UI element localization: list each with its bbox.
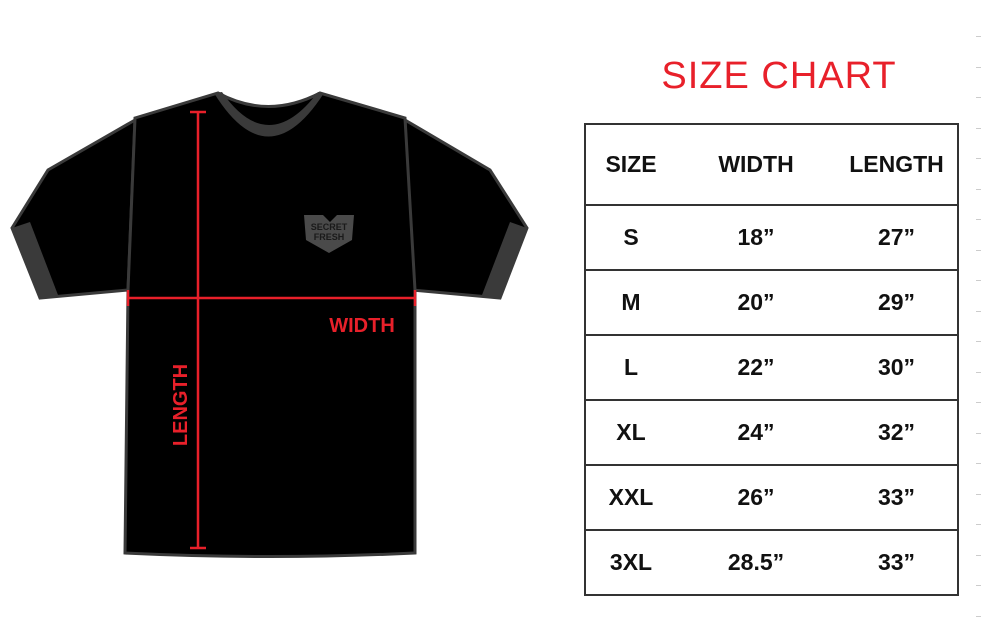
ruler-tick xyxy=(976,219,981,220)
cell-width: 26” xyxy=(676,465,836,531)
ruler-ticks xyxy=(976,0,981,642)
cell-width: 18” xyxy=(676,205,836,271)
ruler-tick xyxy=(976,432,981,434)
cell-size: M xyxy=(585,270,676,336)
svg-text:FRESH: FRESH xyxy=(314,232,345,242)
width-label: WIDTH xyxy=(329,315,395,337)
cell-length: 27” xyxy=(836,205,958,271)
size-chart-title: SIZE CHART xyxy=(661,55,897,97)
ruler-tick xyxy=(976,402,981,403)
cell-width: 20” xyxy=(676,270,836,336)
ruler-tick xyxy=(976,188,981,190)
cell-length: 29” xyxy=(836,270,958,336)
tshirt-illustration: SECRET FRESH WIDTH LENGTH xyxy=(10,91,529,558)
secret-fresh-logo: SECRET FRESH xyxy=(304,215,354,253)
collar xyxy=(214,92,324,137)
cell-size: L xyxy=(585,335,676,401)
ruler-tick xyxy=(976,97,981,98)
table-row: L 22” 30” xyxy=(585,335,958,401)
cell-length: 30” xyxy=(836,335,958,401)
cell-width: 24” xyxy=(676,400,836,466)
size-chart-table: SIZE WIDTH LENGTH S 18” 27” M 20” 29” L 22” 30… xyxy=(584,123,959,596)
ruler-tick xyxy=(976,310,981,312)
header-size: SIZE xyxy=(585,124,676,206)
table-header-row: SIZE WIDTH LENGTH xyxy=(585,124,958,206)
table-row: XXL 26” 33” xyxy=(585,465,958,531)
cell-width: 28.5” xyxy=(676,530,836,596)
ruler-tick xyxy=(976,493,981,495)
ruler-tick xyxy=(976,554,981,556)
ruler-tick xyxy=(976,127,981,129)
table-row: M 20” 29” xyxy=(585,270,958,336)
ruler-tick xyxy=(976,371,981,373)
table-row: S 18” 27” xyxy=(585,205,958,271)
cell-width: 22” xyxy=(676,335,836,401)
cell-length: 32” xyxy=(836,400,958,466)
ruler-tick xyxy=(976,341,981,342)
ruler-tick xyxy=(976,463,981,464)
ruler-tick xyxy=(976,615,981,617)
ruler-tick xyxy=(976,158,981,159)
cell-length: 33” xyxy=(836,530,958,596)
cell-size: S xyxy=(585,205,676,271)
ruler-tick xyxy=(976,280,981,281)
cell-size: XL xyxy=(585,400,676,466)
cell-size: XXL xyxy=(585,465,676,531)
length-label: LENGTH xyxy=(170,364,192,446)
ruler-tick xyxy=(976,249,981,251)
header-length: LENGTH xyxy=(836,124,958,206)
cell-size: 3XL xyxy=(585,530,676,596)
cell-length: 33” xyxy=(836,465,958,531)
ruler-tick xyxy=(976,585,981,586)
header-width: WIDTH xyxy=(676,124,836,206)
right-cuff xyxy=(482,222,527,298)
table-row: XL 24” 32” xyxy=(585,400,958,466)
svg-text:SECRET: SECRET xyxy=(311,222,348,232)
ruler-tick xyxy=(976,66,981,68)
table-row: 3XL 28.5” 33” xyxy=(585,530,958,596)
ruler-tick xyxy=(976,524,981,525)
left-cuff xyxy=(12,222,58,298)
ruler-tick xyxy=(976,36,981,37)
